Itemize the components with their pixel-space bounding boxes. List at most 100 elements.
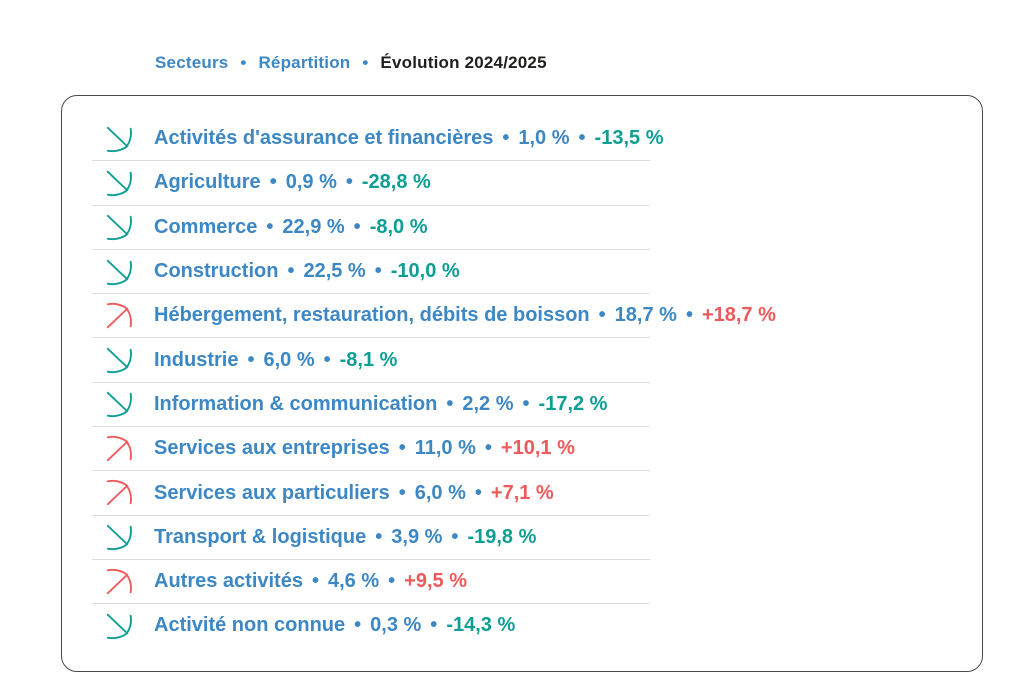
sector-share-percent: 6,0 % xyxy=(414,481,466,504)
sector-evolution-percent: -17,2 % xyxy=(538,392,608,415)
sector-evolution-percent: -14,3 % xyxy=(446,614,516,637)
tab-repartition[interactable]: Répartition xyxy=(258,53,351,72)
breadcrumb-bullet: • xyxy=(240,53,247,72)
list-item: Autres activités • 4,6 % • +9,5 % xyxy=(62,560,982,605)
sector-name: Services aux entreprises xyxy=(154,437,390,460)
bullet-separator: • xyxy=(354,614,362,637)
sector-evolution-percent: -10,0 % xyxy=(390,260,460,283)
bullet-separator: • xyxy=(398,481,406,504)
sector-evolution-percent: -8,1 % xyxy=(339,348,398,371)
bullet-separator: • xyxy=(311,570,319,593)
bullet-separator: • xyxy=(345,171,353,194)
trend-down-icon xyxy=(106,347,132,374)
sector-row: Industrie • 6,0 % • -8,1 % xyxy=(62,338,982,381)
breadcrumb-bullet: • xyxy=(362,53,369,72)
sector-name: Activités d'assurance et financières xyxy=(154,127,494,150)
list-item: Services aux particuliers • 6,0 % • +7,1… xyxy=(62,471,982,516)
trend-down-icon xyxy=(106,215,132,241)
bullet-separator: • xyxy=(578,127,586,150)
trend-down-icon xyxy=(106,126,132,152)
bullet-separator: • xyxy=(353,215,361,238)
bullet-separator: • xyxy=(375,525,383,548)
bullet-separator: • xyxy=(430,614,438,637)
trend-up-icon xyxy=(106,435,132,461)
view-switcher: Secteurs • Répartition • Évolution 2024/… xyxy=(155,53,547,73)
trend-icon-wrap xyxy=(102,478,135,508)
list-item: Construction • 22,5 % • -10,0 % xyxy=(62,250,982,295)
sector-share-percent: 22,9 % xyxy=(282,215,345,238)
sector-evolution-percent: -8,0 % xyxy=(369,215,428,238)
trend-icon-wrap xyxy=(102,257,135,287)
sector-evolution-percent: +18,7 % xyxy=(701,304,776,327)
sector-row: Commerce • 22,9 % • -8,0 % xyxy=(62,206,982,249)
sector-evolution-percent: +9,5 % xyxy=(404,570,467,593)
sector-row: Activité non connue • 0,3 % • -14,3 % xyxy=(62,604,982,647)
sector-share-percent: 6,0 % xyxy=(263,348,315,371)
row-divider xyxy=(92,603,650,605)
list-item: Activités d'assurance et financières • 1… xyxy=(62,117,982,162)
bullet-separator: • xyxy=(474,481,482,504)
sector-row: Agriculture • 0,9 % • -28,8 % xyxy=(62,161,982,204)
row-divider xyxy=(92,293,650,295)
bullet-separator: • xyxy=(446,392,454,415)
bullet-separator: • xyxy=(247,348,255,371)
sector-name: Industrie xyxy=(154,348,239,371)
sector-share-percent: 3,9 % xyxy=(391,525,443,548)
sector-row: Activités d'assurance et financières • 1… xyxy=(62,117,982,160)
trend-icon-wrap xyxy=(102,434,135,464)
bullet-separator: • xyxy=(522,392,530,415)
row-divider xyxy=(92,426,650,428)
sector-share-percent: 0,3 % xyxy=(370,614,422,637)
sector-share-percent: 2,2 % xyxy=(462,392,514,415)
sector-share-percent: 1,0 % xyxy=(518,127,570,150)
trend-icon-wrap xyxy=(102,611,135,641)
tab-secteurs[interactable]: Secteurs xyxy=(155,53,229,72)
bullet-separator: • xyxy=(287,260,295,283)
sector-name: Autres activités xyxy=(154,570,303,593)
sector-share-percent: 4,6 % xyxy=(327,570,380,593)
sector-name: Services aux particuliers xyxy=(154,481,390,504)
trend-icon-wrap xyxy=(102,389,135,419)
sector-evolution-percent: +10,1 % xyxy=(500,437,575,460)
trend-up-icon xyxy=(106,302,132,328)
sector-name: Agriculture xyxy=(154,171,261,194)
bullet-separator: • xyxy=(398,437,406,460)
bullet-separator: • xyxy=(484,437,492,460)
tab-evolution-2024-2025[interactable]: Évolution 2024/2025 xyxy=(380,53,547,72)
sector-evolution-card: Activités d'assurance et financières • 1… xyxy=(61,95,983,672)
trend-icon-wrap xyxy=(102,124,135,154)
row-divider xyxy=(92,470,650,472)
row-divider xyxy=(92,514,650,516)
sector-list: Activités d'assurance et financières • 1… xyxy=(62,117,982,648)
sector-evolution-percent: -28,8 % xyxy=(361,171,431,194)
list-item: Services aux entreprises • 11,0 % • +10,… xyxy=(62,427,982,472)
sector-name: Transport & logistique xyxy=(154,525,367,548)
sector-share-percent: 18,7 % xyxy=(614,304,677,327)
sector-evolution-percent: -13,5 % xyxy=(594,127,664,150)
trend-down-icon xyxy=(106,170,132,196)
list-item: Hébergement, restauration, débits de boi… xyxy=(62,294,982,339)
trend-up-icon xyxy=(106,479,132,506)
sector-row: Transport & logistique • 3,9 % • -19,8 % xyxy=(62,516,982,559)
trend-icon-wrap xyxy=(102,567,135,597)
trend-down-icon xyxy=(106,613,132,639)
trend-down-icon xyxy=(106,525,132,551)
bullet-separator: • xyxy=(266,215,274,238)
sector-share-percent: 0,9 % xyxy=(285,171,337,194)
sector-row: Services aux entreprises • 11,0 % • +10,… xyxy=(62,427,982,470)
row-divider xyxy=(92,381,650,383)
sector-evolution-percent: -19,8 % xyxy=(467,525,537,548)
list-item: Activité non connue • 0,3 % • -14,3 % xyxy=(62,604,982,647)
bullet-separator: • xyxy=(685,304,693,327)
row-divider xyxy=(92,558,650,560)
sector-name: Hébergement, restauration, débits de boi… xyxy=(154,304,590,327)
trend-icon-wrap xyxy=(102,522,135,552)
trend-down-icon xyxy=(106,259,132,285)
sector-share-percent: 11,0 % xyxy=(414,437,476,460)
trend-icon-wrap xyxy=(102,301,135,331)
sector-evolution-percent: +7,1 % xyxy=(490,481,554,504)
list-item: Transport & logistique • 3,9 % • -19,8 % xyxy=(62,516,982,560)
list-item: Commerce • 22,9 % • -8,0 % xyxy=(62,206,982,250)
row-divider xyxy=(92,204,650,206)
sector-row: Information & communication • 2,2 % • -1… xyxy=(62,383,982,426)
